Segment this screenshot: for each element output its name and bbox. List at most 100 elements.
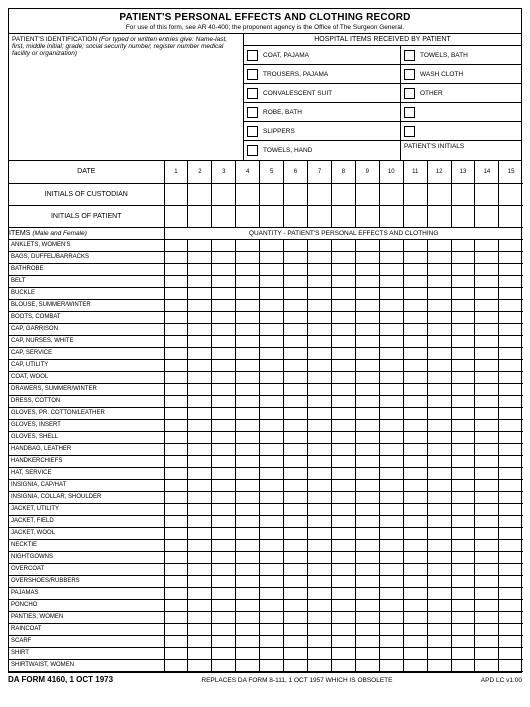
qty-cell[interactable] bbox=[499, 635, 523, 647]
qty-cell[interactable] bbox=[355, 371, 379, 383]
qty-cell[interactable] bbox=[212, 647, 236, 659]
qty-cell[interactable] bbox=[475, 659, 499, 671]
qty-cell[interactable] bbox=[331, 491, 355, 503]
qty-cell[interactable] bbox=[236, 383, 260, 395]
qty-cell[interactable] bbox=[188, 623, 212, 635]
qty-cell[interactable] bbox=[260, 455, 284, 467]
qty-cell[interactable] bbox=[355, 563, 379, 575]
qty-cell[interactable] bbox=[164, 371, 188, 383]
qty-cell[interactable] bbox=[403, 347, 427, 359]
qty-cell[interactable] bbox=[260, 647, 284, 659]
qty-cell[interactable] bbox=[499, 287, 523, 299]
qty-cell[interactable] bbox=[331, 479, 355, 491]
qty-cell[interactable] bbox=[475, 647, 499, 659]
qty-cell[interactable] bbox=[331, 263, 355, 275]
qty-cell[interactable] bbox=[236, 431, 260, 443]
qty-cell[interactable] bbox=[284, 551, 308, 563]
qty-cell[interactable] bbox=[260, 407, 284, 419]
qty-cell[interactable] bbox=[331, 647, 355, 659]
qty-cell[interactable] bbox=[427, 587, 451, 599]
qty-cell[interactable] bbox=[188, 659, 212, 671]
qty-cell[interactable] bbox=[427, 383, 451, 395]
qty-cell[interactable] bbox=[236, 551, 260, 563]
qty-cell[interactable] bbox=[427, 275, 451, 287]
qty-cell[interactable] bbox=[188, 611, 212, 623]
qty-cell[interactable] bbox=[403, 479, 427, 491]
qty-cell[interactable] bbox=[451, 275, 475, 287]
qty-cell[interactable] bbox=[475, 455, 499, 467]
qty-cell[interactable] bbox=[451, 395, 475, 407]
qty-cell[interactable] bbox=[403, 275, 427, 287]
qty-cell[interactable] bbox=[355, 623, 379, 635]
qty-cell[interactable] bbox=[403, 299, 427, 311]
qty-cell[interactable] bbox=[331, 275, 355, 287]
qty-cell[interactable] bbox=[427, 395, 451, 407]
qty-cell[interactable] bbox=[308, 659, 332, 671]
qty-cell[interactable] bbox=[355, 275, 379, 287]
qty-cell[interactable] bbox=[260, 275, 284, 287]
qty-cell[interactable] bbox=[164, 335, 188, 347]
qty-cell[interactable] bbox=[475, 527, 499, 539]
qty-cell[interactable] bbox=[379, 395, 403, 407]
qty-cell[interactable] bbox=[331, 323, 355, 335]
qty-cell[interactable] bbox=[379, 299, 403, 311]
qty-cell[interactable] bbox=[379, 503, 403, 515]
qty-cell[interactable] bbox=[355, 347, 379, 359]
qty-cell[interactable] bbox=[379, 263, 403, 275]
checkbox[interactable] bbox=[404, 107, 415, 118]
qty-cell[interactable] bbox=[308, 479, 332, 491]
qty-cell[interactable] bbox=[188, 551, 212, 563]
qty-cell[interactable] bbox=[308, 287, 332, 299]
qty-cell[interactable] bbox=[475, 347, 499, 359]
qty-cell[interactable] bbox=[451, 563, 475, 575]
qty-cell[interactable] bbox=[355, 659, 379, 671]
qty-cell[interactable] bbox=[260, 551, 284, 563]
qty-cell[interactable] bbox=[355, 575, 379, 587]
qty-cell[interactable] bbox=[212, 623, 236, 635]
qty-cell[interactable] bbox=[475, 467, 499, 479]
qty-cell[interactable] bbox=[308, 239, 332, 251]
qty-cell[interactable] bbox=[427, 491, 451, 503]
qty-cell[interactable] bbox=[331, 431, 355, 443]
qty-cell[interactable] bbox=[236, 635, 260, 647]
qty-cell[interactable] bbox=[475, 287, 499, 299]
qty-cell[interactable] bbox=[355, 551, 379, 563]
qty-cell[interactable] bbox=[260, 527, 284, 539]
qty-cell[interactable] bbox=[475, 587, 499, 599]
qty-cell[interactable] bbox=[475, 563, 499, 575]
qty-cell[interactable] bbox=[355, 299, 379, 311]
qty-cell[interactable] bbox=[284, 335, 308, 347]
qty-cell[interactable] bbox=[475, 623, 499, 635]
qty-cell[interactable] bbox=[188, 467, 212, 479]
qty-cell[interactable] bbox=[236, 275, 260, 287]
qty-cell[interactable] bbox=[164, 383, 188, 395]
qty-cell[interactable] bbox=[451, 527, 475, 539]
qty-cell[interactable] bbox=[331, 539, 355, 551]
qty-cell[interactable] bbox=[475, 371, 499, 383]
qty-cell[interactable] bbox=[475, 503, 499, 515]
qty-cell[interactable] bbox=[260, 251, 284, 263]
qty-cell[interactable] bbox=[260, 515, 284, 527]
qty-cell[interactable] bbox=[188, 239, 212, 251]
qty-cell[interactable] bbox=[284, 599, 308, 611]
qty-cell[interactable] bbox=[475, 491, 499, 503]
qty-cell[interactable] bbox=[475, 359, 499, 371]
qty-cell[interactable] bbox=[236, 563, 260, 575]
qty-cell[interactable] bbox=[499, 335, 523, 347]
qty-cell[interactable] bbox=[475, 263, 499, 275]
qty-cell[interactable] bbox=[284, 395, 308, 407]
qty-cell[interactable] bbox=[403, 311, 427, 323]
qty-cell[interactable] bbox=[284, 287, 308, 299]
qty-cell[interactable] bbox=[308, 647, 332, 659]
qty-cell[interactable] bbox=[355, 263, 379, 275]
qty-cell[interactable] bbox=[284, 455, 308, 467]
qty-cell[interactable] bbox=[331, 599, 355, 611]
qty-cell[interactable] bbox=[403, 323, 427, 335]
qty-cell[interactable] bbox=[308, 407, 332, 419]
qty-cell[interactable] bbox=[308, 335, 332, 347]
qty-cell[interactable] bbox=[260, 587, 284, 599]
qty-cell[interactable] bbox=[212, 239, 236, 251]
qty-cell[interactable] bbox=[355, 503, 379, 515]
qty-cell[interactable] bbox=[308, 539, 332, 551]
qty-cell[interactable] bbox=[451, 419, 475, 431]
